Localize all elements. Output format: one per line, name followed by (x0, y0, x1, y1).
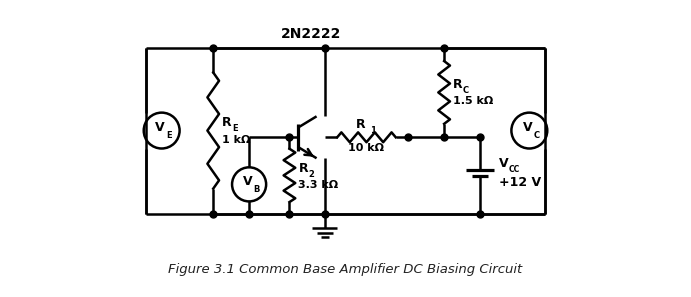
Text: B: B (254, 185, 260, 194)
Text: CC: CC (509, 165, 520, 174)
Text: V: V (243, 175, 252, 188)
Text: C: C (463, 86, 469, 95)
Text: +12 V: +12 V (499, 176, 541, 189)
Text: V: V (155, 121, 164, 134)
Text: 2N2222: 2N2222 (281, 27, 341, 41)
Text: 2: 2 (308, 170, 314, 179)
Text: R: R (299, 162, 308, 175)
Text: 1: 1 (370, 126, 376, 135)
Text: V: V (499, 157, 509, 170)
Text: R: R (357, 118, 366, 131)
Text: 1.5 kΩ: 1.5 kΩ (453, 97, 493, 106)
Text: 3.3 kΩ: 3.3 kΩ (299, 180, 339, 190)
Text: C: C (534, 132, 540, 140)
Text: V: V (522, 121, 532, 134)
Text: 10 kΩ: 10 kΩ (348, 143, 384, 154)
Text: E: E (167, 132, 172, 140)
Text: R: R (223, 116, 231, 129)
Text: R: R (453, 78, 463, 91)
Text: E: E (232, 124, 238, 133)
Text: Figure 3.1 Common Base Amplifier DC Biasing Circuit: Figure 3.1 Common Base Amplifier DC Bias… (169, 263, 522, 276)
Text: 1 kΩ: 1 kΩ (223, 135, 251, 146)
